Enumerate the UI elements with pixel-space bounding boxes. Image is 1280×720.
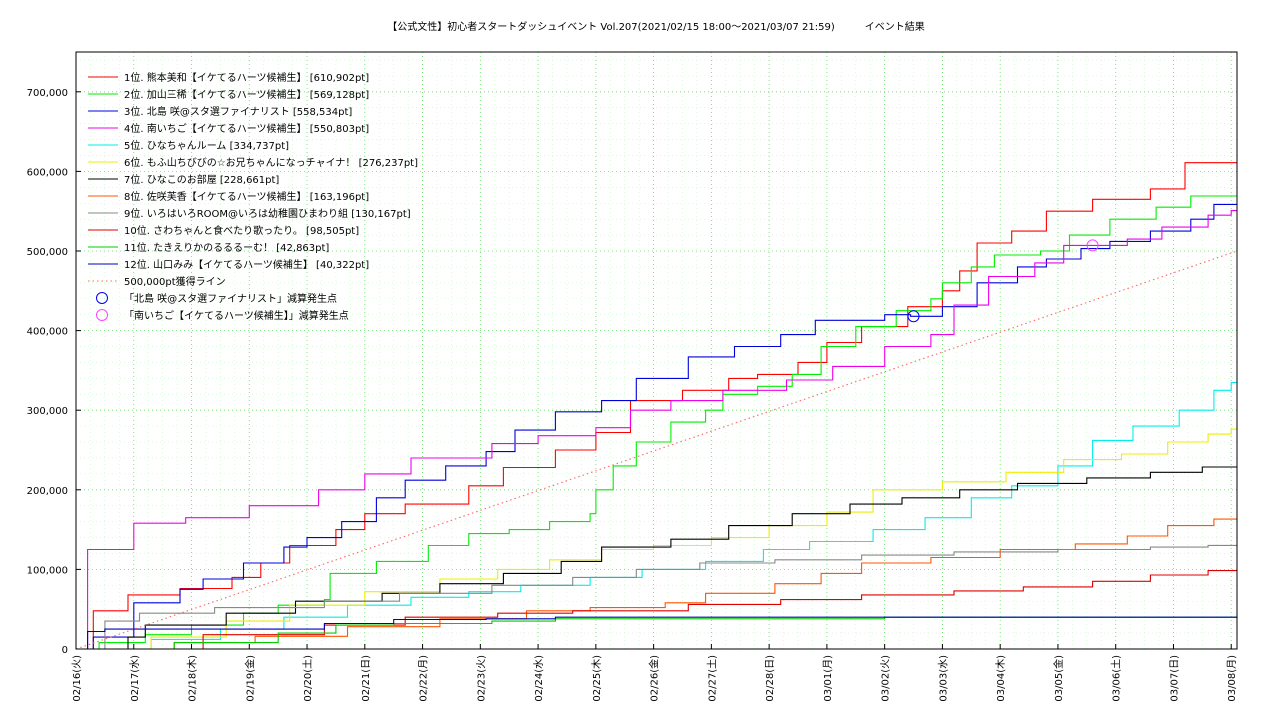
- series-line-5: [76, 381, 1237, 650]
- x-tick-label: 02/23(火): [475, 655, 487, 702]
- legend-entry: 11位. たきえりかのるるるーむ！ [42,863pt]: [124, 241, 329, 254]
- x-tick-label: 02/18(木): [187, 655, 199, 702]
- x-tick-label: 02/24(水): [533, 655, 545, 702]
- plot-frame: [75, 51, 1238, 650]
- series-line-6: [76, 428, 1237, 650]
- x-tick-label: 02/27(土): [705, 655, 718, 702]
- series-line-13: [75, 250, 1238, 650]
- legend-entry: 500,000pt獲得ライン: [124, 275, 226, 288]
- x-tick-label: 02/19(金): [243, 655, 256, 702]
- legend-entry: 9位. いろはいろROOM@いろは幼稚園ひまわり組 [130,167pt]: [124, 207, 411, 220]
- chart-title: 【公式文性】初心者スタートダッシュイベント Vol.207(2021/02/15…: [387, 20, 924, 33]
- y-tick-label: 700,000: [27, 88, 68, 99]
- y-axis: 0 100,000 200,000 300,000 400,000 500,000 600,…: [27, 88, 81, 656]
- x-tick-label: 02/25(木): [591, 655, 603, 702]
- x-axis: 02/16(火) 02/17(水) 02/18(木) 02/19(金) 02/20(土)…: [71, 644, 1238, 702]
- x-tick-label: 02/21(日): [361, 655, 372, 702]
- legend-entry: 10位. さわちゃんと食べたり歌ったり。 [98,505pt]: [124, 224, 359, 237]
- x-tick-label: 03/01(月): [822, 655, 834, 702]
- x-tick-label: 03/03(水): [937, 655, 949, 702]
- legend-entry: 4位. 南いちご【イケてるハーツ候補生】 [550,803pt]: [124, 122, 369, 135]
- legend: 1位. 熊本美和【イケてるハーツ候補生】 [610,902pt] 2位. 加山三稀…: [88, 71, 418, 322]
- y-tick-label: 0: [62, 645, 68, 656]
- legend-marker-entry: 「北島 咲@スタ選ファイナリスト」減算発生点: [124, 292, 337, 305]
- x-tick-label: 03/08(月): [1226, 655, 1238, 702]
- y-tick-label: 200,000: [27, 486, 68, 497]
- y-tick-label: 300,000: [27, 406, 68, 417]
- penalty-marker-1: [907, 310, 920, 323]
- y-tick-label: 100,000: [27, 565, 68, 576]
- legend-entry: 7位. ひなこのお部屋 [228,661pt]: [124, 173, 279, 186]
- x-tick-label: 02/22(月): [418, 655, 430, 702]
- penalty-markers: [907, 239, 1099, 323]
- y-tick-label: 400,000: [27, 327, 68, 338]
- series-line-11: [76, 614, 1238, 650]
- series-line-12: [76, 616, 1238, 650]
- legend-entry: 1位. 熊本美和【イケてるハーツ候補生】 [610,902pt]: [124, 71, 369, 84]
- legend-entry: 12位. 山口みみ【イケてるハーツ候補生】 [40,322pt]: [124, 258, 369, 271]
- series-line-10: [76, 570, 1237, 650]
- x-tick-label: 03/07(日): [1169, 655, 1180, 702]
- legend-entry: 6位. もふ山ちびびの☆お兄ちゃんになっチャイナ！ [276,237pt]: [124, 156, 418, 169]
- penalty-marker-2: [1086, 239, 1099, 252]
- x-tick-label: 02/26(金): [648, 655, 661, 702]
- legend-entry: 3位. 北島 咲@スタ選ファイナリスト [558,534pt]: [124, 105, 352, 118]
- x-tick-label: 03/02(火): [880, 655, 892, 702]
- x-tick-label: 02/28(日): [765, 655, 776, 702]
- legend-entry: 5位. ひなちゃんルーム [334,737pt]: [124, 139, 289, 152]
- series-line-1: [76, 162, 1237, 650]
- x-tick-label: 02/20(土): [301, 655, 314, 702]
- legend-entry: 8位. 佐咲芙香【イケてるハーツ候補生】 [163,196pt]: [124, 190, 369, 203]
- legend-marker-swatch: [96, 309, 108, 321]
- x-tick-label: 03/04(木): [995, 655, 1007, 702]
- series-line-4: [76, 210, 1237, 650]
- series-line-3: [76, 203, 1237, 650]
- x-tick-label: 02/17(水): [129, 655, 141, 702]
- series-line-9: [76, 544, 1237, 650]
- legend-marker-swatch: [96, 292, 108, 304]
- series-line-8: [76, 518, 1237, 650]
- y-tick-label: 600,000: [27, 167, 68, 178]
- y-tick-label: 500,000: [27, 247, 68, 258]
- legend-entry: 2位. 加山三稀【イケてるハーツ候補生】 [569,128pt]: [124, 88, 369, 101]
- x-tick-label: 03/06(土): [1110, 655, 1123, 702]
- legend-marker-entry: 「南いちご【イケてるハーツ候補生】」減算発生点: [124, 309, 349, 322]
- series-line-7: [76, 466, 1237, 650]
- x-tick-label: 03/05(金): [1052, 655, 1065, 702]
- x-tick-label: 02/16(火): [71, 655, 83, 702]
